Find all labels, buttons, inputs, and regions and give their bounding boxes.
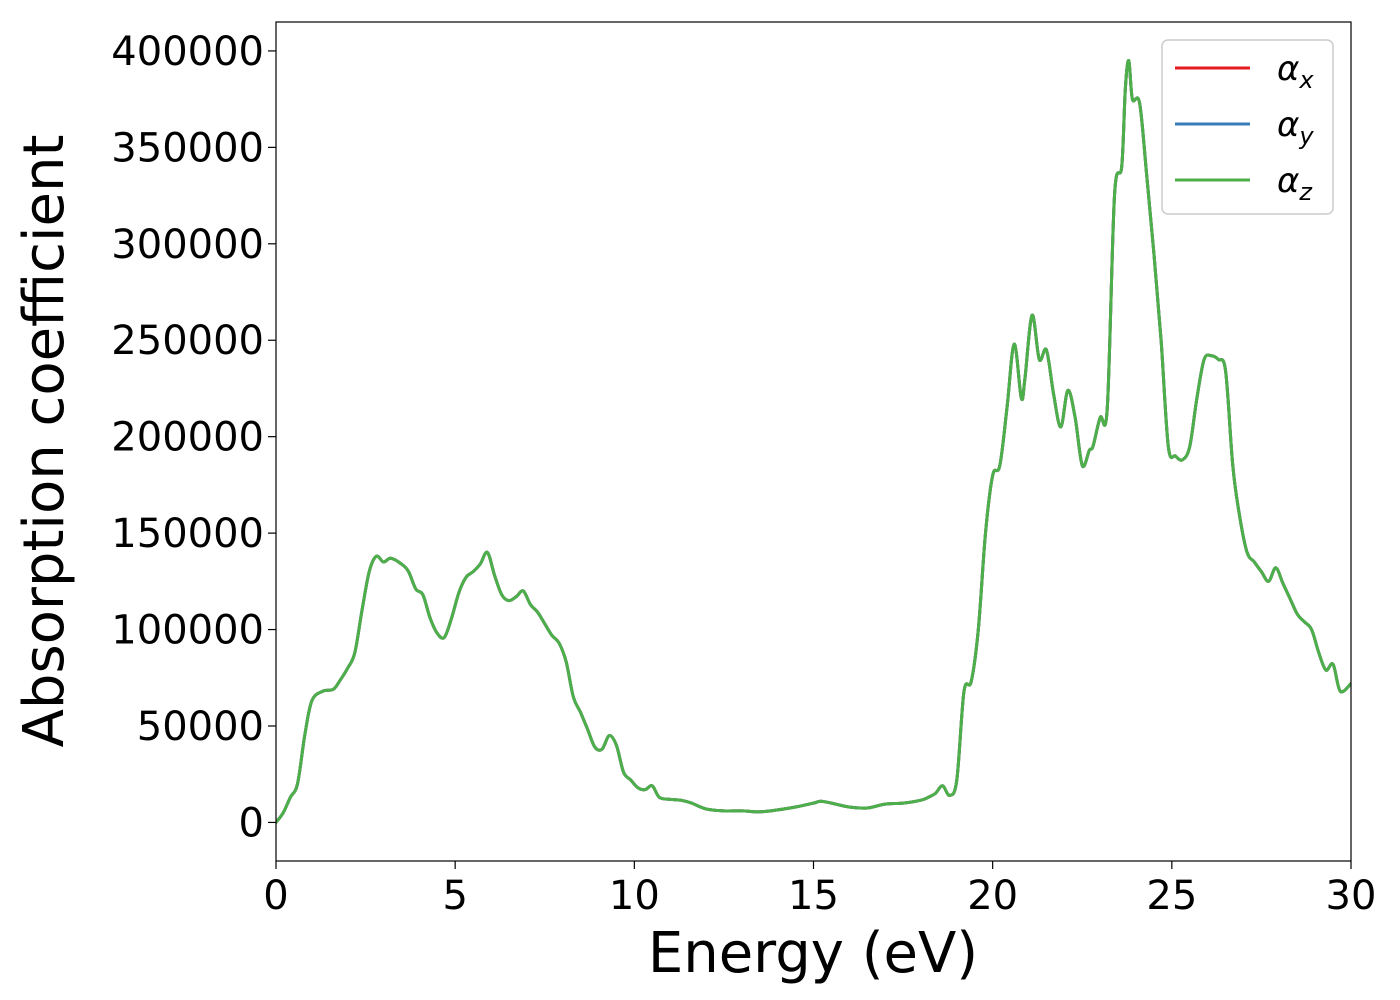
y-tick-label: 0	[239, 800, 264, 846]
legend-box	[1161, 39, 1334, 215]
y-axis-label: Absorption coefficient	[12, 135, 77, 748]
legend-subscript: y	[1298, 122, 1314, 150]
y-tick-label: 250000	[111, 318, 264, 364]
x-axis: 0 5 10 15 20 25 30	[263, 861, 1376, 919]
series-line-alpha-z	[276, 59, 1351, 824]
legend-symbol: α	[1277, 161, 1299, 201]
legend-symbol: α	[1277, 105, 1299, 145]
x-tick-label: 15	[788, 873, 839, 919]
legend-symbol: α	[1277, 49, 1299, 89]
x-tick-label: 30	[1326, 873, 1377, 919]
x-tick-label: 10	[609, 873, 660, 919]
y-axis: 0 50000 100000 150000 200000 250000 300000 3500…	[111, 29, 276, 846]
x-tick-label: 5	[442, 873, 467, 919]
y-tick-label: 150000	[111, 511, 264, 557]
x-tick-label: 20	[967, 873, 1018, 919]
legend-subscript: z	[1298, 178, 1313, 206]
x-tick-label: 25	[1146, 873, 1197, 919]
y-tick-label: 350000	[111, 125, 264, 171]
x-axis-label: Energy (eV)	[648, 921, 978, 986]
legend-label-alpha-z: αz	[1277, 161, 1313, 206]
y-tick-label: 400000	[111, 29, 264, 75]
plot-area	[276, 59, 1351, 824]
y-tick-label: 200000	[111, 415, 264, 461]
legend-label-alpha-x: αx	[1277, 49, 1314, 94]
y-tick-label: 50000	[137, 704, 264, 750]
y-tick-label: 100000	[111, 608, 264, 654]
legend-subscript: x	[1298, 66, 1314, 94]
x-tick-label: 0	[263, 873, 288, 919]
legend-label-alpha-y: αy	[1277, 105, 1314, 150]
y-tick-label: 300000	[111, 222, 264, 268]
